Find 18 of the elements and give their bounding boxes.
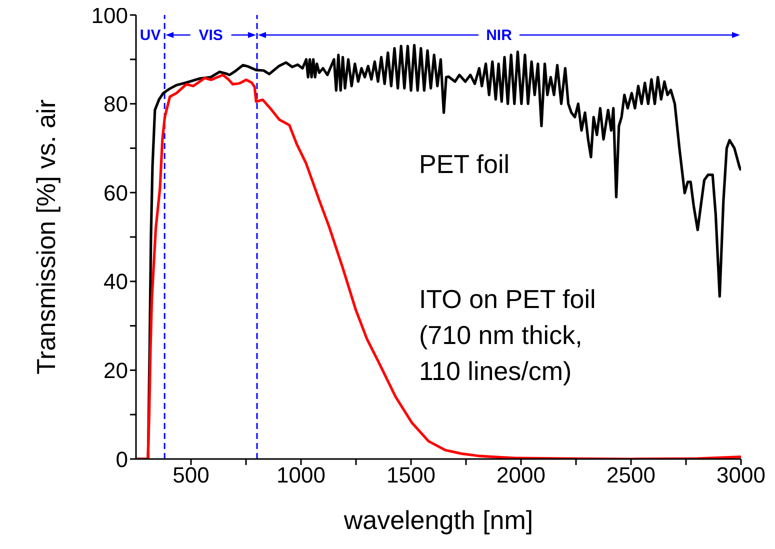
series-label: ITO on PET foil (710 nm thick, 110 lines/cm): [419, 284, 596, 386]
y-tick-label: 40: [104, 269, 128, 294]
y-tick-label: 80: [104, 92, 128, 117]
annotation: NIR: [486, 27, 512, 44]
series-label: PET foil: [419, 149, 510, 179]
y-axis-title: Transmission [%] vs. air: [31, 99, 62, 374]
x-tick-label: 1000: [276, 462, 326, 488]
x-tick-label: 500: [172, 462, 210, 488]
x-axis-title: wavelength [nm]: [342, 505, 534, 535]
x-tick-label: 3000: [716, 462, 766, 488]
y-tick-label: 0: [116, 446, 128, 472]
x-tick-label: 2000: [496, 462, 546, 488]
x-tick-label: 2500: [606, 462, 656, 488]
y-tick-label: 60: [104, 180, 128, 206]
annotation: UV: [140, 27, 161, 44]
y-tick-label: 20: [104, 358, 128, 384]
annotation: VIS: [198, 27, 223, 44]
x-tick-label: 1500: [386, 462, 436, 488]
